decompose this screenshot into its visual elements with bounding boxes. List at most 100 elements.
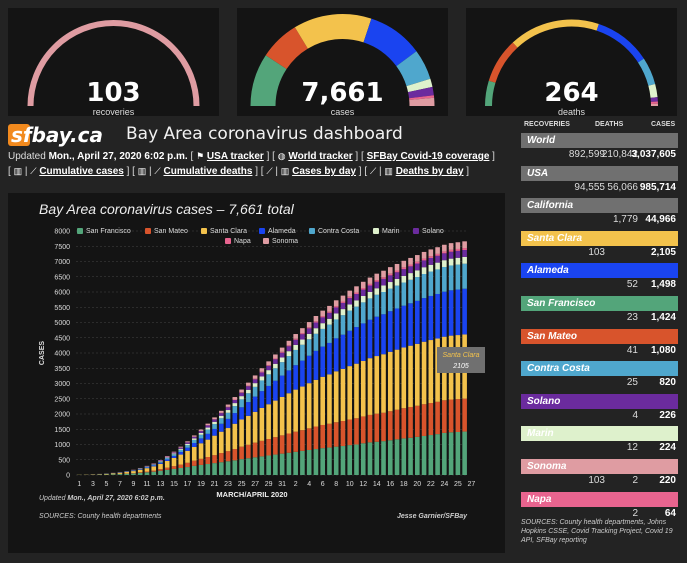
bar-segment[interactable]: [219, 410, 224, 413]
region-bar-world[interactable]: World: [521, 133, 678, 148]
bar-segment[interactable]: [313, 321, 319, 323]
bar-segment[interactable]: [421, 267, 427, 275]
bar-segment[interactable]: [394, 263, 400, 271]
bar-segment[interactable]: [185, 442, 190, 444]
bar-segment[interactable]: [327, 342, 332, 375]
region-bar-california[interactable]: California: [521, 198, 678, 214]
bar-segment[interactable]: [354, 327, 359, 364]
legend-label[interactable]: Alameda: [268, 228, 296, 235]
bar-segment[interactable]: [327, 312, 332, 319]
bar-segment[interactable]: [415, 263, 420, 271]
bar-segment[interactable]: [124, 473, 129, 475]
bar-segment[interactable]: [374, 441, 380, 475]
cases-by-day-link[interactable]: Cases by day: [292, 166, 357, 177]
bar-segment[interactable]: [259, 368, 265, 372]
bar-segment[interactable]: [360, 323, 366, 361]
bar-segment[interactable]: [191, 442, 197, 447]
bar-segment[interactable]: [354, 294, 359, 301]
bar-segment[interactable]: [442, 251, 447, 254]
bar-segment[interactable]: [158, 463, 163, 470]
bar-segment[interactable]: [313, 316, 319, 322]
bar-segment[interactable]: [219, 462, 224, 475]
bar-segment[interactable]: [387, 288, 393, 312]
bar-segment[interactable]: [401, 282, 407, 306]
bar-segment[interactable]: [300, 450, 305, 475]
bar-segment[interactable]: [246, 444, 251, 459]
bar-segment[interactable]: [306, 327, 312, 329]
bar-segment[interactable]: [340, 421, 346, 447]
bar-segment[interactable]: [455, 264, 461, 290]
bar-segment[interactable]: [340, 295, 346, 302]
bar-segment[interactable]: [252, 411, 258, 443]
bar-segment[interactable]: [273, 363, 278, 369]
bar-segment[interactable]: [151, 465, 157, 467]
bar-segment[interactable]: [387, 275, 393, 283]
region-bar-contra-costa[interactable]: Contra Costa: [521, 361, 678, 377]
legend-label[interactable]: San Francisco: [86, 228, 131, 235]
bar-segment[interactable]: [252, 457, 258, 475]
bar-segment[interactable]: [279, 357, 285, 363]
bar-segment[interactable]: [435, 269, 440, 294]
bar-segment[interactable]: [462, 288, 467, 335]
bar-segment[interactable]: [381, 314, 386, 355]
bar-segment[interactable]: [421, 258, 427, 261]
bar-segment[interactable]: [266, 374, 271, 386]
bar-segment[interactable]: [415, 436, 420, 475]
bar-segment[interactable]: [144, 472, 150, 475]
bar-segment[interactable]: [219, 418, 224, 424]
bar-segment[interactable]: [442, 253, 447, 261]
region-bar-marin[interactable]: Marin: [521, 426, 678, 442]
bar-segment[interactable]: [279, 396, 285, 436]
bar-segment[interactable]: [333, 371, 339, 423]
bar-segment[interactable]: [117, 474, 123, 475]
bar-segment[interactable]: [178, 451, 184, 455]
bar-segment[interactable]: [300, 344, 305, 361]
bar-segment[interactable]: [387, 267, 393, 274]
bar-segment[interactable]: [340, 334, 346, 369]
bar-segment[interactable]: [286, 351, 292, 357]
bar-segment[interactable]: [448, 249, 454, 252]
bar-segment[interactable]: [421, 298, 427, 342]
bar-segment[interactable]: [408, 257, 413, 265]
bar-segment[interactable]: [381, 292, 386, 315]
bar-segment[interactable]: [428, 264, 434, 272]
bar-segment[interactable]: [313, 328, 319, 334]
cumulative-cases-link[interactable]: Cumulative cases: [39, 166, 124, 177]
region-bar-solano[interactable]: Solano: [521, 393, 678, 409]
bar-segment[interactable]: [212, 417, 217, 420]
bar-segment[interactable]: [164, 458, 170, 460]
bar-segment[interactable]: [435, 255, 440, 263]
bar-segment[interactable]: [313, 350, 319, 380]
bar-segment[interactable]: [448, 243, 454, 250]
bar-segment[interactable]: [360, 416, 366, 444]
bar-segment[interactable]: [266, 365, 271, 366]
bar-segment[interactable]: [408, 303, 413, 346]
bar-segment[interactable]: [171, 451, 177, 453]
bar-segment[interactable]: [144, 466, 150, 468]
bar-segment[interactable]: [151, 470, 157, 472]
bar-segment[interactable]: [286, 346, 292, 352]
bar-segment[interactable]: [239, 407, 244, 420]
region-bar-usa[interactable]: USA: [521, 165, 678, 181]
bar-segment[interactable]: [225, 461, 231, 475]
bar-segment[interactable]: [320, 316, 325, 318]
bar-segment[interactable]: [354, 286, 359, 293]
bar-segment[interactable]: [246, 385, 251, 387]
bar-segment[interactable]: [367, 319, 373, 359]
bar-segment[interactable]: [421, 341, 427, 405]
bar-segment[interactable]: [178, 446, 184, 448]
bar-segment[interactable]: [171, 454, 177, 456]
bar-segment[interactable]: [205, 433, 211, 440]
bar-segment[interactable]: [408, 437, 413, 475]
bar-segment[interactable]: [455, 242, 461, 249]
bar-segment[interactable]: [421, 435, 427, 475]
bar-segment[interactable]: [225, 404, 231, 407]
bar-segment[interactable]: [442, 260, 447, 267]
bar-segment[interactable]: [300, 430, 305, 451]
bar-segment[interactable]: [415, 261, 420, 264]
bar-segment[interactable]: [415, 405, 420, 437]
bar-segment[interactable]: [347, 366, 353, 420]
region-bar-santa-clara[interactable]: Santa Clara: [521, 230, 678, 246]
bar-segment[interactable]: [306, 333, 312, 340]
bar-segment[interactable]: [191, 446, 197, 461]
